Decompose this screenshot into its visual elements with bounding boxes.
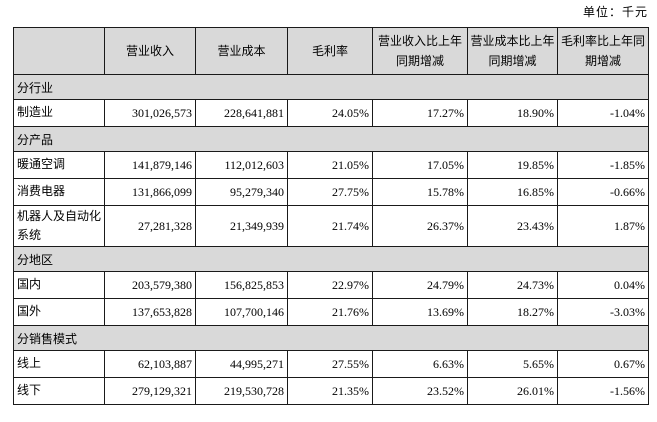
value-cell: 141,879,146 [104, 151, 196, 179]
value-cell: 18.27% [467, 298, 558, 326]
data-row-offline: 线下 279,129,321 219,530,728 21.35% 23.52%… [13, 377, 649, 405]
section-row-product: 分产品 [13, 126, 649, 152]
value-cell: 24.05% [287, 99, 373, 127]
value-cell: 24.79% [372, 271, 468, 299]
row-label: 机器人及自动化系统 [13, 205, 105, 247]
value-cell: 26.01% [467, 377, 558, 405]
row-label: 线上 [13, 350, 105, 378]
value-cell: 95,279,340 [195, 178, 288, 206]
value-cell: 5.65% [467, 350, 558, 378]
value-cell: 15.78% [372, 178, 468, 206]
value-cell: 131,866,099 [104, 178, 196, 206]
value-cell: 27.55% [287, 350, 373, 378]
value-cell: 112,012,603 [195, 151, 288, 179]
value-cell: 21,349,939 [195, 205, 288, 247]
data-row-robotics: 机器人及自动化系统 27,281,328 21,349,939 21.74% 2… [13, 205, 649, 247]
section-label: 分产品 [13, 126, 649, 152]
value-cell: 26.37% [372, 205, 468, 247]
section-label: 分地区 [13, 246, 649, 272]
value-cell: -3.03% [557, 298, 649, 326]
value-cell: 219,530,728 [195, 377, 288, 405]
value-cell: -1.56% [557, 377, 649, 405]
value-cell: 21.05% [287, 151, 373, 179]
value-cell: 24.73% [467, 271, 558, 299]
value-cell: 107,700,146 [195, 298, 288, 326]
value-cell: 279,129,321 [104, 377, 196, 405]
row-label: 暖通空调 [13, 151, 105, 179]
value-cell: 27,281,328 [104, 205, 196, 247]
value-cell: 17.27% [372, 99, 468, 127]
value-cell: 19.85% [467, 151, 558, 179]
value-cell: 23.52% [372, 377, 468, 405]
section-row-region: 分地区 [13, 246, 649, 272]
row-label: 消费电器 [13, 178, 105, 206]
value-cell: 21.74% [287, 205, 373, 247]
header-cell-revenue-yoy: 营业收入比上年同期增减 [372, 27, 468, 75]
unit-label: 单位：千元 [582, 5, 648, 19]
section-row-sales-model: 分销售模式 [13, 325, 649, 351]
data-row-consumer-appliances: 消费电器 131,866,099 95,279,340 27.75% 15.78… [13, 178, 649, 206]
row-label: 国内 [13, 271, 105, 299]
section-label: 分行业 [13, 74, 649, 100]
value-cell: 6.63% [372, 350, 468, 378]
value-cell: -1.85% [557, 151, 649, 179]
header-cell-cost: 营业成本 [195, 27, 288, 75]
section-label: 分销售模式 [13, 325, 649, 351]
value-cell: 44,995,271 [195, 350, 288, 378]
value-cell: 13.69% [372, 298, 468, 326]
data-row-manufacturing: 制造业 301,026,573 228,641,881 24.05% 17.27… [13, 99, 649, 127]
segment-table: 营业收入 营业成本 毛利率 营业收入比上年同期增减 营业成本比上年同期增减 毛利… [13, 27, 649, 405]
section-row-industry: 分行业 [13, 74, 649, 100]
value-cell: 21.35% [287, 377, 373, 405]
value-cell: 137,653,828 [104, 298, 196, 326]
data-row-overseas: 国外 137,653,828 107,700,146 21.76% 13.69%… [13, 298, 649, 326]
value-cell: 0.04% [557, 271, 649, 299]
value-cell: 16.85% [467, 178, 558, 206]
value-cell: 156,825,853 [195, 271, 288, 299]
value-cell: -0.66% [557, 178, 649, 206]
header-row: 营业收入 营业成本 毛利率 营业收入比上年同期增减 营业成本比上年同期增减 毛利… [13, 27, 649, 75]
value-cell: 1.87% [557, 205, 649, 247]
header-cell-cost-yoy: 营业成本比上年同期增减 [467, 27, 558, 75]
value-cell: 228,641,881 [195, 99, 288, 127]
value-cell: 0.67% [557, 350, 649, 378]
value-cell: 21.76% [287, 298, 373, 326]
row-label: 国外 [13, 298, 105, 326]
value-cell: 301,026,573 [104, 99, 196, 127]
data-row-online: 线上 62,103,887 44,995,271 27.55% 6.63% 5.… [13, 350, 649, 378]
header-cell-gross-margin: 毛利率 [287, 27, 373, 75]
data-row-hvac: 暖通空调 141,879,146 112,012,603 21.05% 17.0… [13, 151, 649, 179]
data-row-domestic: 国内 203,579,380 156,825,853 22.97% 24.79%… [13, 271, 649, 299]
header-cell-empty [13, 27, 105, 75]
value-cell: -1.04% [557, 99, 649, 127]
value-cell: 23.43% [467, 205, 558, 247]
value-cell: 17.05% [372, 151, 468, 179]
header-cell-revenue: 营业收入 [104, 27, 196, 75]
row-label: 制造业 [13, 99, 105, 127]
value-cell: 18.90% [467, 99, 558, 127]
value-cell: 27.75% [287, 178, 373, 206]
value-cell: 62,103,887 [104, 350, 196, 378]
row-label: 线下 [13, 377, 105, 405]
value-cell: 203,579,380 [104, 271, 196, 299]
value-cell: 22.97% [287, 271, 373, 299]
header-cell-margin-yoy: 毛利率比上年同期增减 [557, 27, 649, 75]
